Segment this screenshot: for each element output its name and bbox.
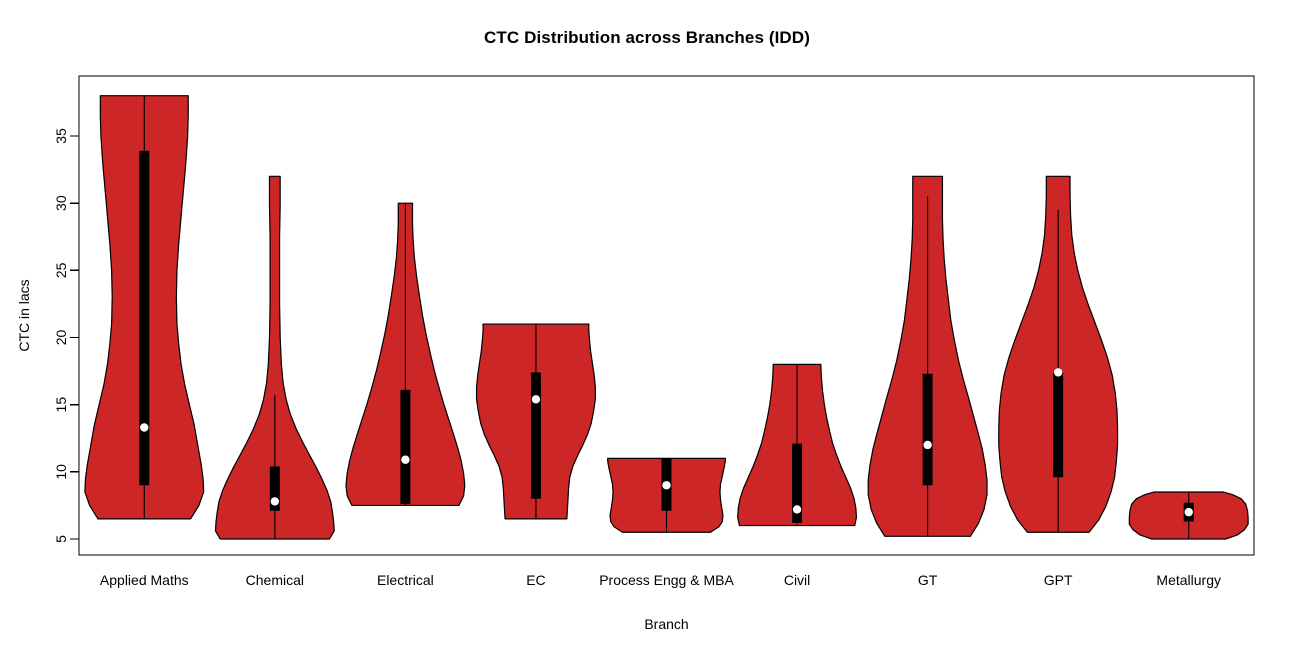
x-axis-tick-label-process-engg-mba: Process Engg & MBA	[599, 572, 734, 588]
violin-electrical[interactable]	[345, 202, 466, 507]
y-axis-title: CTC in lacs	[16, 279, 32, 351]
x-axis-tick-label-applied-maths: Applied Maths	[100, 572, 189, 588]
violin-median-point	[140, 423, 149, 432]
y-axis-tick-label: 35	[53, 128, 69, 144]
violin-median-point	[923, 440, 932, 450]
violin-applied-maths[interactable]	[84, 95, 205, 520]
violin-median-point	[1053, 368, 1063, 377]
y-axis-tick-label: 25	[53, 262, 69, 278]
violin-median-point	[662, 481, 671, 490]
x-axis-tick-label-gpt: GPT	[1044, 572, 1073, 588]
y-axis-tick-label: 15	[53, 397, 69, 413]
violin-process-engg-mba[interactable]	[607, 457, 726, 533]
violin-median-point	[531, 395, 541, 404]
x-axis-tick-label-ec: EC	[526, 572, 545, 588]
violin-chemical[interactable]	[214, 175, 335, 540]
violin-median-point	[1184, 507, 1193, 517]
violin-civil[interactable]	[737, 363, 858, 527]
axis-labels-group: 5 10 15 20 25 30 35 Applied Maths Chemical Electr…	[16, 128, 1221, 632]
violin-iqr-box	[400, 389, 411, 505]
violin-body	[214, 175, 335, 540]
y-axis-tick-label: 10	[53, 464, 69, 480]
violin-iqr-box	[139, 150, 150, 486]
plot-frame	[78, 75, 1255, 556]
violin-ec[interactable]	[475, 323, 596, 520]
x-axis-tick-label-civil: Civil	[784, 572, 810, 588]
violin-iqr-box	[922, 373, 933, 486]
violin-metallurgy[interactable]	[1128, 491, 1249, 540]
violin-median-point	[792, 505, 802, 514]
x-axis-tick-label-gt: GT	[918, 572, 938, 588]
y-axis-tick-label: 20	[53, 330, 69, 346]
violin-gpt[interactable]	[998, 175, 1119, 533]
y-axis-tick-label: 30	[53, 195, 69, 211]
x-axis-title: Branch	[644, 616, 688, 632]
violin-iqr-box	[1053, 372, 1064, 478]
axes-group	[70, 75, 1255, 556]
violin-gt[interactable]	[867, 175, 988, 537]
violin-iqr-box	[530, 372, 541, 499]
violin-iqr-box	[792, 443, 803, 523]
violin-iqr-box	[269, 466, 280, 511]
x-axis-tick-label-metallurgy: Metallurgy	[1156, 572, 1221, 588]
page-title: CTC Distribution across Branches (IDD)	[484, 28, 810, 47]
violins-group	[84, 95, 1249, 540]
violin-median-point	[270, 497, 280, 506]
x-axis-tick-label-electrical: Electrical	[377, 572, 434, 588]
y-axis-tick-label: 5	[53, 535, 69, 543]
x-axis-tick-label-chemical: Chemical	[246, 572, 304, 588]
violin-median-point	[401, 455, 410, 464]
